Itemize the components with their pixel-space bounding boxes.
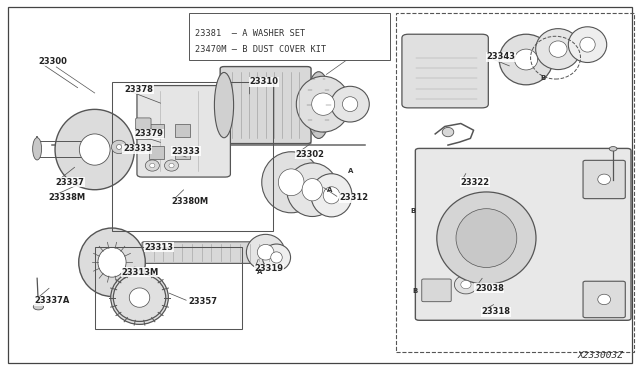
- Text: 23322: 23322: [461, 178, 490, 187]
- FancyBboxPatch shape: [220, 67, 311, 144]
- Text: 23337: 23337: [56, 178, 84, 187]
- Text: 23380M: 23380M: [172, 197, 209, 206]
- Text: 23312: 23312: [339, 193, 369, 202]
- Ellipse shape: [150, 163, 155, 168]
- Text: 23333: 23333: [123, 144, 152, 153]
- Ellipse shape: [598, 174, 611, 185]
- Ellipse shape: [262, 152, 321, 213]
- Ellipse shape: [296, 76, 350, 132]
- Ellipse shape: [499, 34, 553, 85]
- Ellipse shape: [214, 73, 234, 138]
- Ellipse shape: [311, 174, 352, 217]
- FancyBboxPatch shape: [583, 281, 625, 318]
- Text: 23381  — A WASHER SET: 23381 — A WASHER SET: [195, 29, 305, 38]
- Ellipse shape: [262, 244, 291, 271]
- Ellipse shape: [79, 134, 110, 165]
- Ellipse shape: [287, 163, 338, 217]
- Ellipse shape: [515, 49, 538, 70]
- Ellipse shape: [129, 288, 150, 307]
- Ellipse shape: [302, 179, 323, 201]
- Ellipse shape: [461, 280, 471, 289]
- FancyBboxPatch shape: [415, 148, 631, 320]
- Bar: [396, 13, 634, 352]
- Text: 23470M — B DUST COVER KIT: 23470M — B DUST COVER KIT: [195, 45, 326, 54]
- Text: B: B: [540, 75, 545, 81]
- Ellipse shape: [55, 109, 134, 190]
- Ellipse shape: [549, 41, 567, 57]
- Ellipse shape: [278, 169, 304, 196]
- Text: X233003Z: X233003Z: [578, 351, 624, 360]
- Bar: [149, 124, 164, 137]
- Text: 23300: 23300: [38, 57, 67, 66]
- Ellipse shape: [442, 127, 454, 137]
- Ellipse shape: [456, 209, 517, 267]
- FancyBboxPatch shape: [136, 128, 151, 140]
- Ellipse shape: [246, 234, 285, 270]
- Text: A: A: [327, 187, 332, 193]
- Text: 23318: 23318: [481, 307, 510, 316]
- Bar: [149, 146, 164, 159]
- FancyBboxPatch shape: [136, 118, 151, 129]
- Ellipse shape: [111, 140, 127, 154]
- FancyBboxPatch shape: [137, 86, 230, 177]
- Bar: [175, 124, 190, 137]
- Text: 23319: 23319: [255, 264, 284, 273]
- Bar: [95, 247, 242, 329]
- Text: A: A: [348, 168, 353, 174]
- Text: 23337A: 23337A: [35, 296, 70, 305]
- Text: 23313: 23313: [145, 243, 173, 252]
- Text: B: B: [412, 288, 417, 294]
- Ellipse shape: [111, 271, 168, 324]
- Ellipse shape: [312, 93, 335, 115]
- FancyBboxPatch shape: [583, 160, 625, 199]
- FancyBboxPatch shape: [402, 34, 488, 108]
- FancyBboxPatch shape: [142, 242, 280, 263]
- Bar: [189, 13, 390, 60]
- Text: B: B: [410, 208, 415, 214]
- Text: 23338M: 23338M: [49, 193, 86, 202]
- Ellipse shape: [164, 160, 179, 171]
- Text: 23302: 23302: [296, 150, 324, 159]
- Ellipse shape: [609, 147, 617, 151]
- Ellipse shape: [568, 27, 607, 62]
- Ellipse shape: [331, 86, 369, 122]
- Text: 23378: 23378: [125, 85, 154, 94]
- Ellipse shape: [79, 228, 145, 296]
- Ellipse shape: [323, 187, 340, 204]
- Text: 23310: 23310: [250, 77, 278, 86]
- Ellipse shape: [98, 247, 126, 277]
- Ellipse shape: [342, 97, 358, 112]
- Ellipse shape: [580, 37, 595, 52]
- Ellipse shape: [454, 275, 477, 294]
- Bar: [175, 146, 190, 159]
- Ellipse shape: [33, 304, 44, 310]
- Ellipse shape: [598, 294, 611, 305]
- Ellipse shape: [116, 145, 122, 150]
- Text: 23357: 23357: [189, 297, 218, 306]
- Bar: [112, 82, 273, 231]
- Ellipse shape: [33, 138, 42, 160]
- Ellipse shape: [436, 192, 536, 284]
- Ellipse shape: [257, 244, 274, 260]
- Text: 23333: 23333: [172, 147, 200, 156]
- Ellipse shape: [271, 252, 282, 263]
- Text: A: A: [257, 269, 262, 275]
- Ellipse shape: [307, 72, 331, 138]
- Ellipse shape: [536, 29, 580, 70]
- FancyBboxPatch shape: [422, 279, 451, 302]
- Ellipse shape: [145, 160, 159, 171]
- Text: 23038: 23038: [475, 284, 504, 293]
- Text: 23343: 23343: [486, 52, 515, 61]
- Ellipse shape: [169, 163, 174, 168]
- Text: 23379: 23379: [134, 129, 163, 138]
- Text: 23313M: 23313M: [122, 268, 159, 277]
